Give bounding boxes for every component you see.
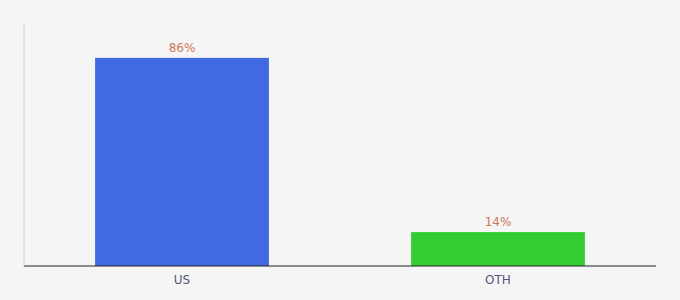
data-label: 86% — [169, 41, 196, 55]
data-label: 14% — [485, 215, 512, 229]
bars — [95, 58, 585, 266]
x-tick-label: OTH — [485, 273, 511, 287]
x-axis-line — [24, 265, 656, 266]
bar — [95, 58, 269, 266]
y-axis-line — [24, 24, 25, 266]
chart-svg: US OTH 86% 14% — [0, 0, 680, 300]
x-tick-label: US — [174, 273, 190, 287]
bar — [411, 232, 585, 266]
chart-container: US OTH 86% 14% — [0, 0, 680, 300]
